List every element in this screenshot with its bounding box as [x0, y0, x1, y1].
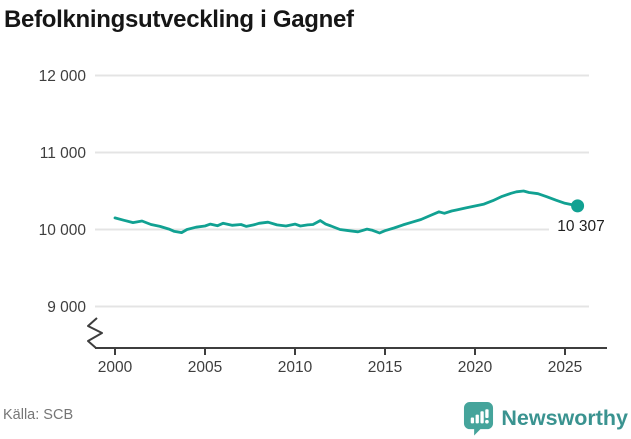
logo-exclamation-dot — [485, 419, 490, 424]
end-label-backing — [549, 215, 612, 236]
latest-value-label: 10 307 — [557, 218, 604, 235]
x-axis-tick-label: 2005 — [188, 359, 222, 376]
chart-title: Befolkningsutveckling i Gagnef — [4, 6, 354, 33]
x-axis-tick-label: 2010 — [278, 359, 313, 376]
logo-exclamation-stem — [485, 409, 489, 419]
x-axis-tick-label: 2015 — [368, 359, 402, 376]
x-axis-tick-label: 2000 — [98, 359, 133, 376]
y-axis-tick-label: 10 000 — [39, 222, 87, 239]
population-series-line — [113, 189, 579, 235]
y-axis-tick-label: 11 000 — [40, 145, 87, 162]
source-label: Källa: SCB — [3, 407, 74, 423]
population-line-chart: 12 000 11 000 10 000 9 000 2000 2005 2010 2015 2… — [39, 68, 612, 376]
axis-break-zigzag — [87, 317, 103, 349]
latest-value-dot — [571, 199, 585, 213]
y-axis-tick-label: 12 000 — [39, 68, 87, 85]
newsworthy-logo-icon — [464, 402, 494, 436]
x-axis-tick-label: 2025 — [548, 359, 582, 376]
newsworthy-logo: Newsworthy — [463, 401, 628, 436]
y-axis-tick-label: 9 000 — [47, 299, 86, 316]
newsworthy-logo-text: Newsworthy — [501, 406, 628, 430]
logo-bar-chart-glyph — [471, 409, 490, 424]
x-axis-tick-label: 2020 — [458, 359, 493, 376]
